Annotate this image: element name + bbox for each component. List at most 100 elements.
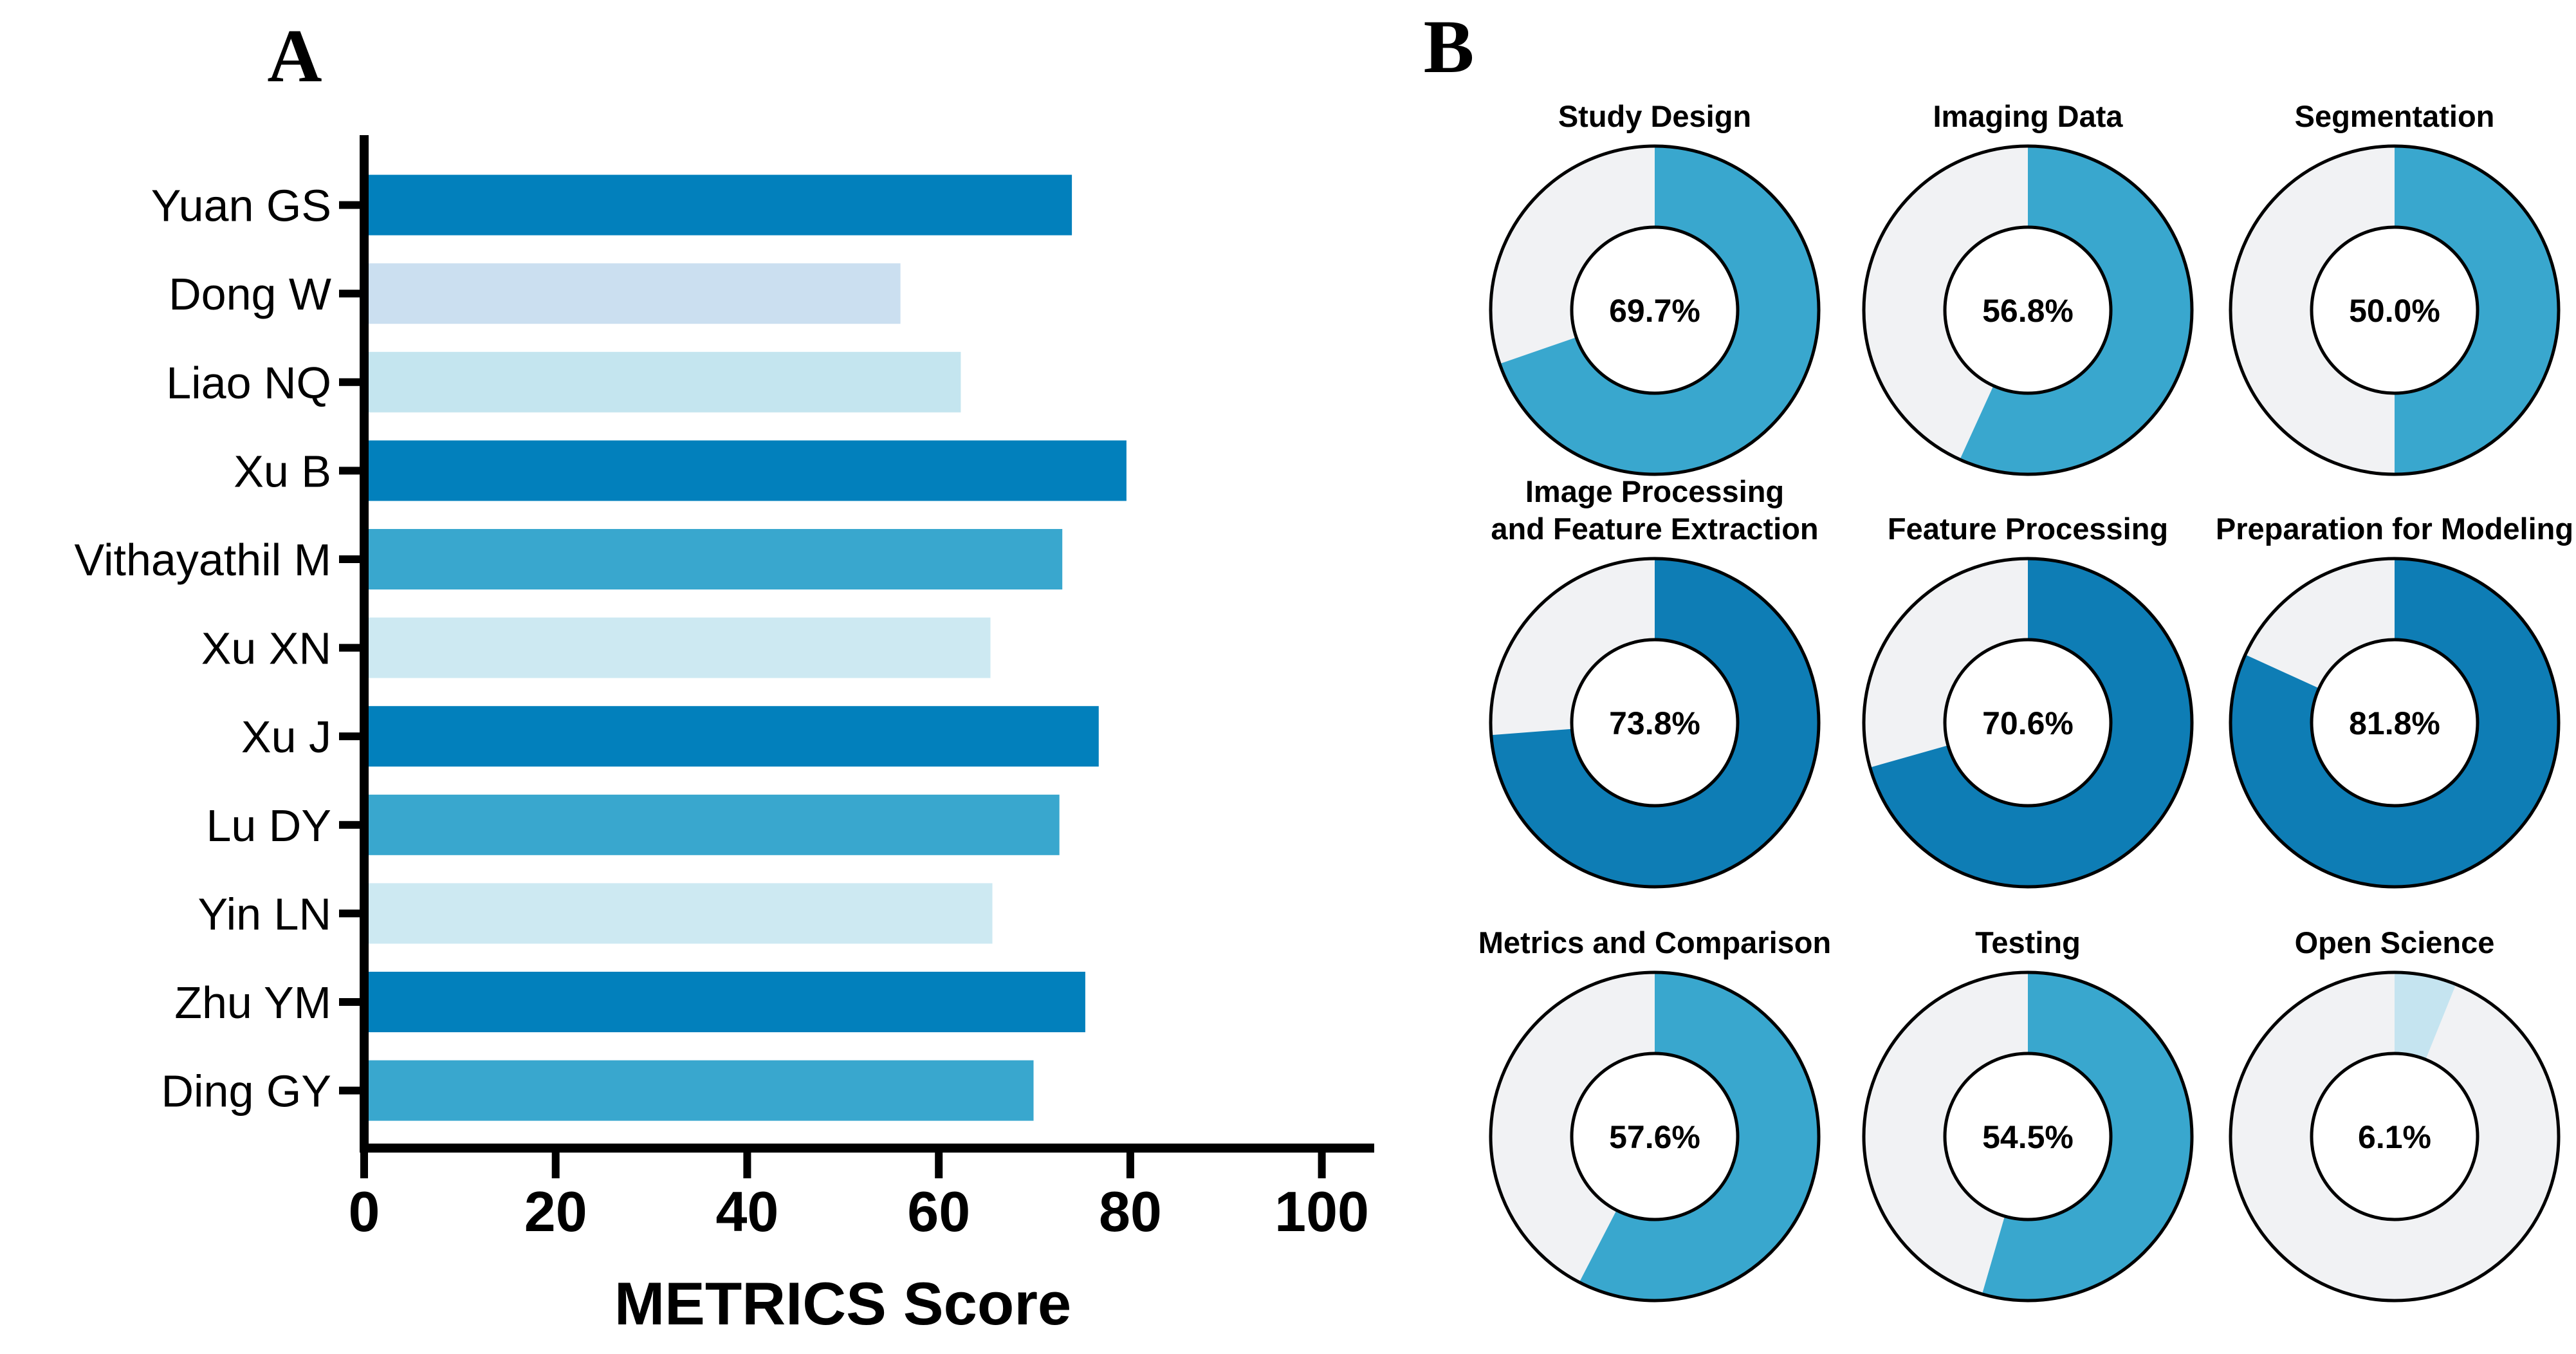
donut-hole-outline [1570,638,1740,808]
donut-outer-outline [1489,970,1821,1303]
panel-b-label: B [1424,5,1475,89]
donut-hole-outline [2310,1052,2479,1221]
bar-dong-w [364,263,901,324]
donut-segmentation: 50.0% Segmentation [2229,99,2561,476]
y-tick-4 [339,555,360,563]
bar-yin-ln [364,883,993,944]
donut-preparation-for-modeling: 81.8% Preparation for Modeling [2216,512,2573,889]
donut-percent-label: 56.8% [1982,293,2074,329]
donut-percent-label: 54.5% [1982,1119,2074,1155]
donut-open-science: 6.1% Open Science [2229,925,2561,1303]
x-tick-label-100: 100 [1274,1180,1369,1243]
donut-outer-outline [2229,557,2561,889]
donut-percent-label: 70.6% [1982,705,2074,741]
donut-title: and Feature Extraction [1491,512,1818,546]
donut-hole-outline [2310,225,2479,395]
y-axis-line [360,135,369,1153]
panel-a-label: A [267,14,322,98]
donut-title: Segmentation [2295,99,2495,133]
bar-liao-nq [364,351,961,413]
bar-lu-dy [364,794,1060,855]
y-tick-8 [339,909,360,918]
bar-ding-gy [364,1060,1034,1121]
y-tick-10 [339,1086,360,1095]
bar-xu-b [364,440,1127,501]
donut-metrics-and-comparison: 57.6% Metrics and Comparison [1478,925,1831,1303]
donut-image-processing-and-feature-extraction: 73.8% Image Processing and Feature Extract… [1489,474,1821,889]
donut-title: Metrics and Comparison [1478,925,1831,960]
x-tick-100 [1318,1153,1326,1178]
donut-hole-outline [1570,1052,1740,1221]
donut-title: Feature Processing [1888,512,2168,546]
donut-hole-outline [1570,225,1740,395]
x-axis-line [360,1144,1374,1153]
donut-percent-label: 69.7% [1609,293,1700,329]
x-tick-label-40: 40 [715,1180,778,1243]
donut-outer-outline [2229,144,2561,476]
y-tick-7 [339,821,360,829]
x-tick-60 [935,1153,943,1178]
x-tick-80 [1126,1153,1134,1178]
donut-hole-outline [2310,638,2479,808]
category-label: Xu XN [201,624,331,674]
x-tick-40 [743,1153,751,1178]
category-label: Dong W [169,269,331,319]
donut-title: Preparation for Modeling [2216,512,2573,546]
donut-outer-outline [1862,557,2194,889]
category-label: Xu J [241,712,331,762]
donut-hole-outline [1943,638,2113,808]
category-label: Ding GY [161,1066,331,1117]
category-label: Lu DY [206,801,331,851]
category-label: Vithayathil M [75,535,331,585]
donut-title: Study Design [1558,99,1751,133]
donut-outer-outline [2229,970,2561,1303]
donut-percent-label: 50.0% [2349,293,2440,329]
x-tick-label-0: 0 [349,1180,380,1243]
category-label: Xu B [234,446,331,496]
donut-feature-processing: 70.6% Feature Processing [1862,512,2194,889]
donut-outer-outline [1862,970,2194,1303]
x-tick-20 [551,1153,560,1178]
x-tick-label-20: 20 [524,1180,587,1243]
y-tick-1 [339,290,360,298]
y-tick-9 [339,998,360,1006]
y-tick-3 [339,467,360,475]
donut-title: Image Processing [1525,474,1784,508]
y-tick-2 [339,378,360,386]
bar-yuan-gs [364,174,1072,236]
bar-vithayathil-m [364,529,1063,589]
x-tick-label-80: 80 [1099,1180,1162,1243]
panel-a-bar-chart: 0 20 40 60 80 100 Yuan GS Dong W Liao NQ Xu B Vith… [75,135,1374,1337]
donut-hole-outline [1943,225,2113,395]
donut-hole-outline [1943,1052,2113,1221]
category-label: Zhu YM [174,978,331,1028]
x-tick-0 [360,1153,368,1178]
donut-percent-label: 81.8% [2349,705,2440,741]
x-tick-label-60: 60 [907,1180,970,1243]
donut-title: Testing [1975,925,2081,960]
y-tick-5 [339,644,360,652]
donut-outer-outline [1489,557,1821,889]
donut-percent-label: 73.8% [1609,705,1700,741]
donut-outer-outline [1489,144,1821,476]
bar-xu-xn [364,617,991,678]
donut-testing: 54.5% Testing [1862,925,2194,1303]
category-label: Yin LN [198,889,331,939]
y-tick-6 [339,732,360,741]
donut-percent-label: 57.6% [1609,1119,1700,1155]
panel-b-donut-grid: 69.7% Study Design 56.8% Imaging Data 50.0% S… [1478,99,2573,1303]
x-axis-title: METRICS Score [614,1270,1071,1337]
category-label: Liao NQ [166,358,331,408]
donut-title: Imaging Data [1933,99,2123,133]
donut-imaging-data: 56.8% Imaging Data [1862,99,2194,476]
bar-xu-j [364,706,1099,767]
category-label: Yuan GS [151,181,331,231]
bar-zhu-ym [364,972,1085,1032]
donut-title: Open Science [2295,925,2495,960]
y-tick-0 [339,201,360,209]
donut-outer-outline [1862,144,2194,476]
donut-study-design: 69.7% Study Design [1489,99,1821,476]
donut-percent-label: 6.1% [2358,1119,2431,1155]
